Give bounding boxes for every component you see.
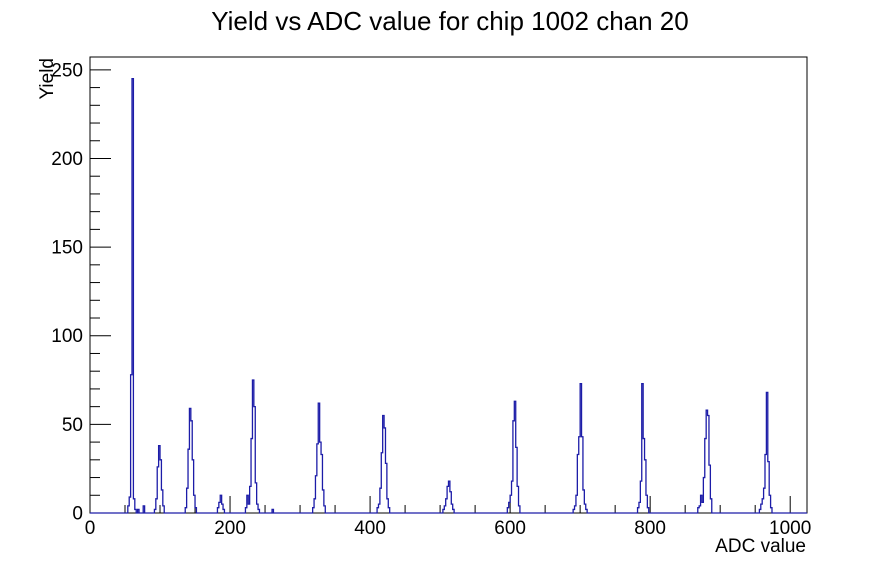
x-tick-label: 400 [354,518,386,539]
y-tick-label: 0 [72,504,83,525]
y-axis-title: Yield [37,58,58,100]
y-tick-label: 150 [51,238,83,259]
histogram-series [90,78,807,514]
plot-frame [89,56,808,514]
y-tick-label: 200 [51,149,83,170]
x-tick-label: 1000 [769,518,811,539]
x-tick-label: 0 [85,518,96,539]
x-tick-label: 600 [494,518,526,539]
plot-area: 0 200 400 600 800 1000 0 50 100 150 200 250 [51,56,811,539]
y-tick-label: 100 [51,326,83,347]
y-tick-label: 250 [51,60,83,81]
y-tick-label: 50 [62,415,83,436]
x-tick-label: 800 [634,518,666,539]
x-tick-label: 200 [214,518,246,539]
chart-title: Yield vs ADC value for chip 1002 chan 20 [211,6,688,36]
x-axis-title: ADC value [715,536,806,557]
